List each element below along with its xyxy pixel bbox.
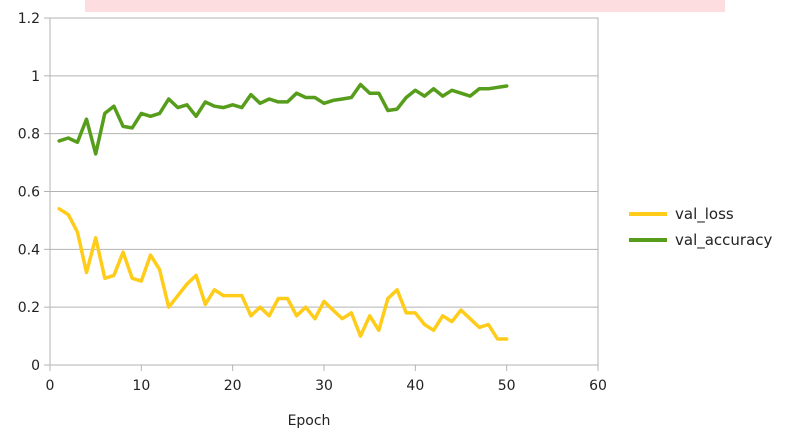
legend: val_loss val_accuracy (629, 205, 773, 250)
y-tick-label: 0 (31, 358, 40, 374)
y-tick-label: 0.6 (18, 185, 40, 201)
y-tick-label: 0.2 (18, 300, 40, 316)
top-banner (85, 0, 725, 12)
y-tick-label: 1 (31, 69, 40, 85)
x-tick-label: 10 (132, 378, 150, 394)
series-lines (57, 82, 509, 341)
x-tick-label: 50 (498, 378, 516, 394)
x-axis-ticks: 0 10 20 30 40 50 60 (46, 365, 607, 394)
series-line-val-accuracy (57, 82, 509, 156)
legend-label-val-accuracy: val_accuracy (675, 231, 773, 250)
series-line-val-loss (57, 207, 509, 341)
x-tick-label: 30 (315, 378, 333, 394)
x-tick-label: 60 (589, 378, 607, 394)
x-tick-label: 40 (406, 378, 424, 394)
x-tick-label: 20 (224, 378, 242, 394)
y-tick-label: 0.8 (18, 127, 40, 143)
x-tick-label: 0 (46, 378, 55, 394)
y-axis-ticks: 0 0.2 0.4 0.6 0.8 1 1.2 (18, 11, 50, 374)
grid-lines (50, 17, 598, 366)
legend-label-val-loss: val_loss (675, 205, 734, 224)
x-axis-title: Epoch (288, 413, 331, 429)
y-tick-label: 1.2 (18, 11, 40, 27)
y-tick-label: 0.4 (18, 242, 40, 258)
